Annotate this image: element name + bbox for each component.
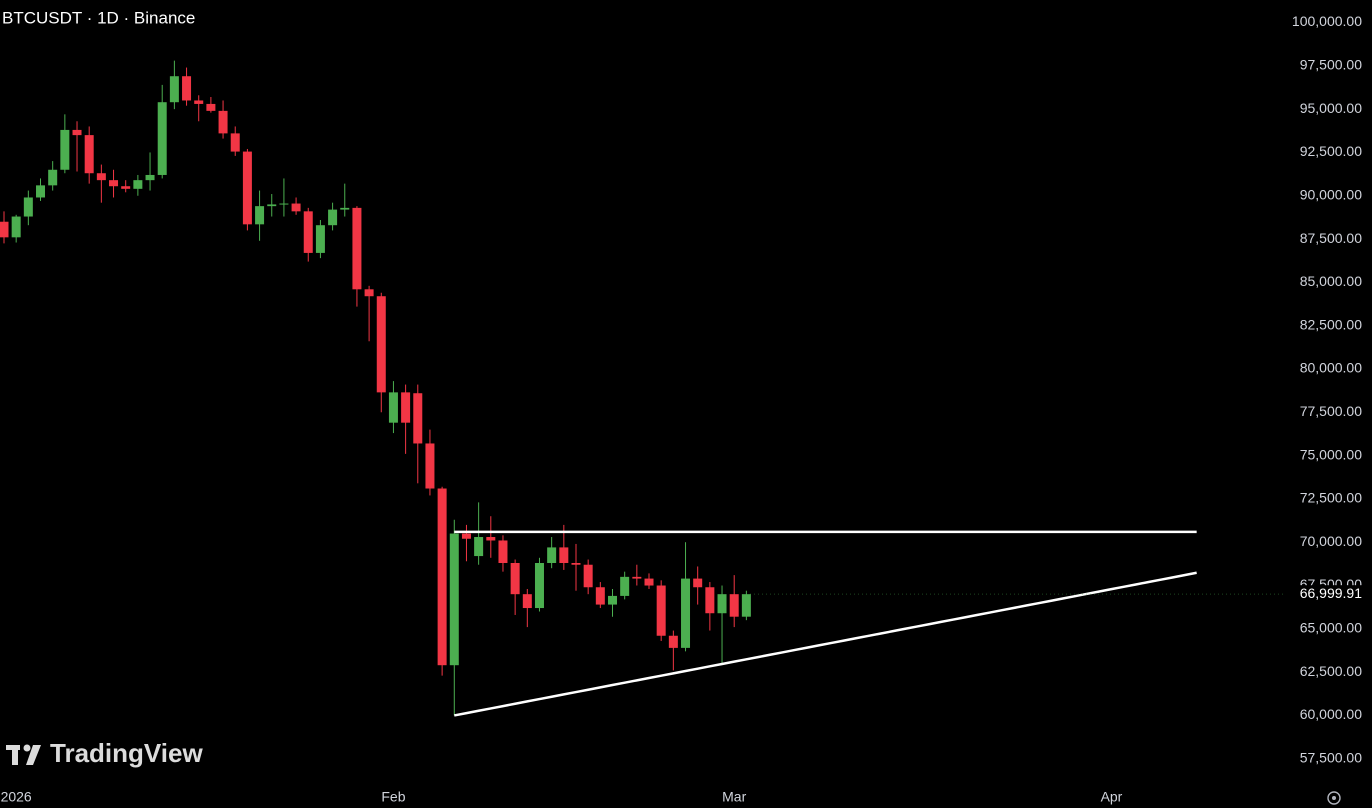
candle-body (449, 533, 459, 666)
candle-body (474, 537, 484, 557)
candle-body (255, 206, 265, 225)
x-tick-label: 2026 (1, 789, 32, 805)
y-tick-label: 60,000.00 (1300, 706, 1362, 722)
candle-body (206, 103, 216, 111)
candle-body (559, 547, 569, 563)
candle-body (632, 576, 642, 579)
candle-body (522, 594, 532, 609)
candle-body (133, 180, 143, 189)
logo-part (12, 745, 18, 765)
y-tick-label: 65,000.00 (1300, 620, 1362, 636)
candle-body (267, 204, 277, 207)
watermark-logo (6, 744, 41, 765)
candle-body (109, 180, 119, 187)
y-tick-label: 97,500.00 (1300, 57, 1362, 73)
chart-title: BTCUSDT · 1D · Binance (2, 8, 195, 27)
y-tick-label: 95,000.00 (1300, 100, 1362, 116)
y-tick-label: 57,500.00 (1300, 749, 1362, 765)
candle-body (328, 209, 338, 226)
last-price-label: 66,999.91 (1300, 585, 1362, 601)
candle-body (534, 562, 544, 609)
candle-body (96, 173, 106, 181)
y-tick-label: 85,000.00 (1300, 273, 1362, 289)
candle-body (486, 537, 496, 541)
settings-dot[interactable] (1332, 796, 1336, 800)
candle-body (595, 587, 605, 605)
y-tick-label: 90,000.00 (1300, 186, 1362, 202)
candle-body (60, 129, 70, 170)
y-tick-label: 75,000.00 (1300, 446, 1362, 462)
candle-body (693, 578, 703, 588)
logo-part (26, 745, 41, 765)
watermark: TradingView (50, 738, 203, 768)
trend-line (454, 571, 1197, 717)
candle-body (84, 135, 94, 174)
x-tick-label: Feb (381, 789, 405, 805)
candle-body (681, 578, 691, 648)
candle-body (413, 393, 423, 444)
candle-body (218, 110, 228, 134)
candle-body (194, 100, 204, 104)
candle-body (461, 533, 471, 539)
candle-body (668, 635, 678, 648)
candle-body (230, 133, 240, 152)
candle-body (291, 203, 301, 212)
y-tick-label: 77,500.00 (1300, 403, 1362, 419)
candle-body (620, 576, 630, 596)
candle-body (547, 547, 557, 563)
candle-body (72, 129, 82, 136)
candle-body (145, 174, 155, 181)
candle-body (11, 216, 21, 238)
candle-body (352, 207, 362, 290)
logo-part (23, 744, 31, 752)
candle-body (388, 392, 398, 423)
candle-body (644, 578, 654, 586)
candle-body (0, 221, 9, 238)
plot-area (0, 60, 1285, 717)
candle-body (656, 585, 666, 636)
settings-ring[interactable] (1327, 791, 1341, 805)
candle-body (23, 197, 33, 217)
y-tick-label: 100,000.00 (1292, 13, 1362, 29)
candle-body (425, 443, 435, 489)
last-price-box (1288, 585, 1372, 604)
candle-body (608, 595, 617, 605)
y-tick-label: 80,000.00 (1300, 360, 1362, 376)
candle-body (498, 540, 508, 563)
candle-body (121, 186, 131, 189)
candle-body (583, 564, 593, 588)
y-tick-label: 70,000.00 (1300, 533, 1362, 549)
y-tick-label: 72,500.00 (1300, 490, 1362, 506)
candle-body (437, 488, 447, 666)
y-tick-label: 82,500.00 (1300, 316, 1362, 332)
y-tick-label: 87,500.00 (1300, 230, 1362, 246)
candle-body (717, 594, 727, 614)
x-tick-label: Mar (722, 789, 746, 805)
y-tick-label: 62,500.00 (1300, 663, 1362, 679)
candle-body (36, 185, 46, 198)
candle-body (279, 203, 289, 205)
y-tick-label: 92,500.00 (1300, 143, 1362, 159)
candle-body (340, 207, 350, 210)
candle-body (182, 76, 192, 101)
candle-body (571, 562, 581, 565)
settings-icon[interactable] (1327, 791, 1341, 805)
candle-body (157, 102, 167, 175)
candle-body (729, 594, 739, 617)
x-tick-label: Apr (1101, 789, 1123, 805)
candle-body (510, 562, 520, 595)
candle-body (741, 594, 751, 617)
candle-body (169, 76, 179, 103)
candle-body (315, 225, 325, 253)
candle-body (401, 392, 411, 423)
candle-body (705, 587, 715, 614)
candle-body (48, 169, 58, 186)
candle-body (376, 296, 386, 393)
candle-body (364, 289, 374, 297)
candle-body (242, 151, 252, 225)
candle-body (303, 211, 313, 253)
